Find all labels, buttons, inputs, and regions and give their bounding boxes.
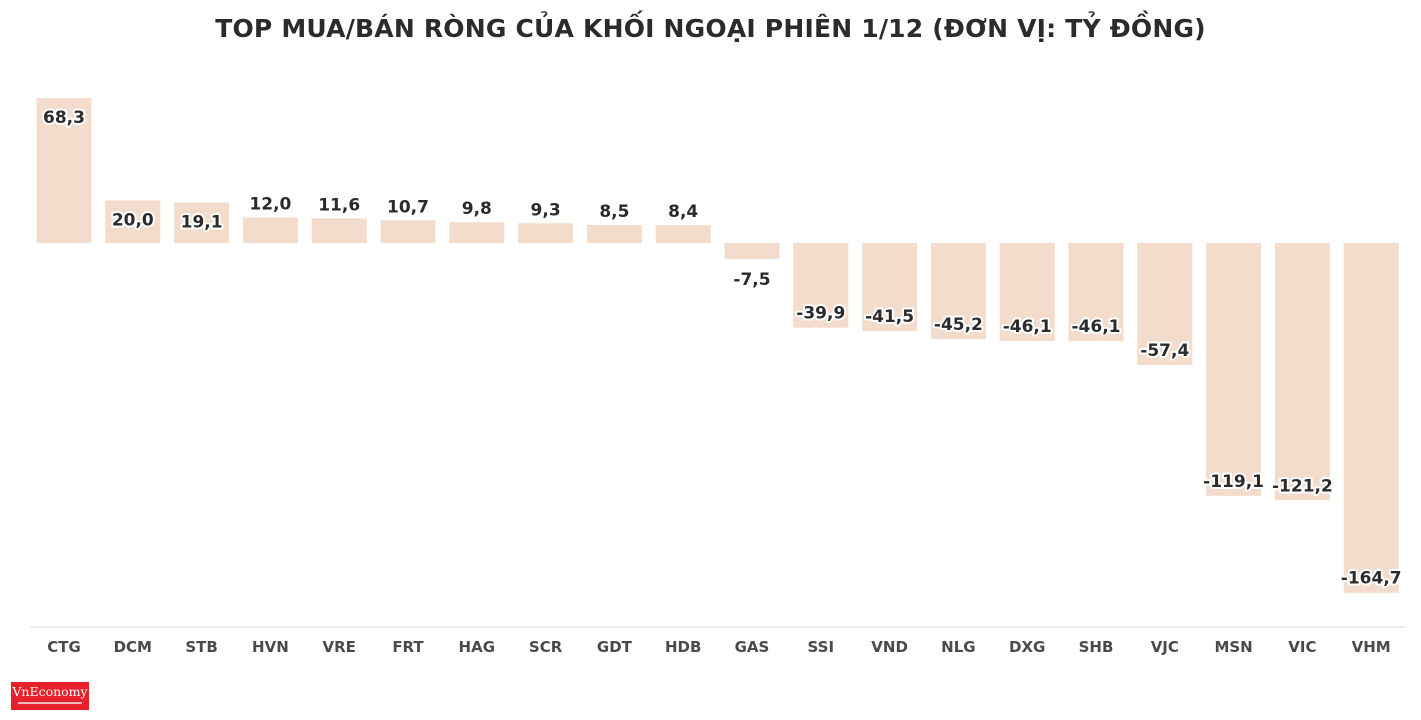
value-label-vjc: -57,4 [1140, 341, 1189, 361]
value-label-gdt: 8,5 [599, 202, 629, 222]
category-label-stb: STB [185, 638, 217, 656]
bar-scr [518, 223, 574, 243]
bar-frt [380, 220, 436, 243]
category-label-gas: GAS [735, 638, 770, 656]
bar-vic [1274, 243, 1330, 501]
value-label-msn: -119,1 [1203, 472, 1264, 492]
logo-tagline-line [18, 702, 82, 704]
bar-stb [174, 202, 230, 243]
logo-text: VnEconomy [12, 684, 88, 699]
bar-msn [1206, 243, 1262, 496]
value-label-vre: 11,6 [318, 195, 360, 215]
vneconomy-logo: VnEconomy [11, 682, 89, 710]
value-label-shb: -46,1 [1072, 317, 1121, 337]
category-label-hag: HAG [459, 638, 495, 656]
bar-vnd [862, 243, 918, 332]
category-label-msn: MSN [1214, 638, 1252, 656]
value-labels-group: 68,3 20,0 19,1 12,0 11,6 10,7 9,8 9,3 8,5 8,4 -7,5… [41, 106, 1404, 591]
bar-hdb [655, 225, 711, 243]
category-label-dxg: DXG [1009, 638, 1045, 656]
bar-hag [449, 222, 505, 243]
chart-title: TOP MUA/BÁN RÒNG CỦA KHỐI NGOẠI PHIÊN 1/… [215, 14, 1206, 43]
category-label-ctg: CTG [47, 638, 81, 656]
value-label-frt: 10,7 [387, 197, 429, 217]
category-label-vhm: VHM [1352, 638, 1391, 656]
category-label-vre: VRE [322, 638, 355, 656]
bar-vhm [1343, 243, 1399, 593]
bar-nlg [930, 243, 986, 339]
bar-hvn [242, 217, 298, 243]
bar-ctg [36, 98, 92, 243]
category-label-scr: SCR [529, 638, 563, 656]
value-label-nlg: -45,2 [934, 315, 983, 335]
category-label-gdt: GDT [597, 638, 633, 656]
bar-shb [1068, 243, 1124, 341]
category-label-dcm: DCM [114, 638, 152, 656]
category-label-frt: FRT [392, 638, 424, 656]
value-label-vnd: -41,5 [865, 307, 914, 327]
value-label-vic: -121,2 [1272, 476, 1333, 496]
bar-chart: 68,3 20,0 19,1 12,0 11,6 10,7 9,8 9,3 8,5 8,4 -7,5… [30, 98, 1406, 656]
bar-vre [311, 218, 367, 243]
value-label-ctg: 68,3 [43, 108, 85, 128]
category-label-hvn: HVN [252, 638, 289, 656]
category-label-hdb: HDB [665, 638, 701, 656]
category-label-ssi: SSI [808, 638, 835, 656]
bar-gas [724, 243, 780, 259]
category-label-vnd: VND [871, 638, 908, 656]
value-label-scr: 9,3 [531, 200, 561, 220]
value-label-vhm: -164,7 [1341, 569, 1402, 589]
bar-gdt [586, 225, 642, 243]
bar-vjc [1137, 243, 1193, 365]
value-label-hag: 9,8 [462, 199, 492, 219]
category-label-vic: VIC [1288, 638, 1316, 656]
category-label-vjc: VJC [1151, 638, 1179, 656]
value-label-ssi: -39,9 [796, 304, 845, 324]
value-label-gas: -7,5 [733, 270, 770, 290]
bar-dxg [999, 243, 1055, 341]
value-label-stb: 19,1 [181, 213, 223, 233]
value-label-dcm: 20,0 [112, 211, 154, 231]
value-label-dxg: -46,1 [1003, 317, 1052, 337]
bar-ssi [793, 243, 849, 328]
category-label-shb: SHB [1079, 638, 1114, 656]
category-label-nlg: NLG [941, 638, 975, 656]
bars-group [36, 98, 1399, 593]
value-label-hvn: 12,0 [249, 195, 291, 215]
bar-dcm [105, 200, 161, 243]
category-labels-group: CTG DCM STB HVN VRE FRT HAG SCR GDT HDB GAS SSI VND N… [47, 638, 1391, 656]
value-label-hdb: 8,4 [668, 202, 698, 222]
